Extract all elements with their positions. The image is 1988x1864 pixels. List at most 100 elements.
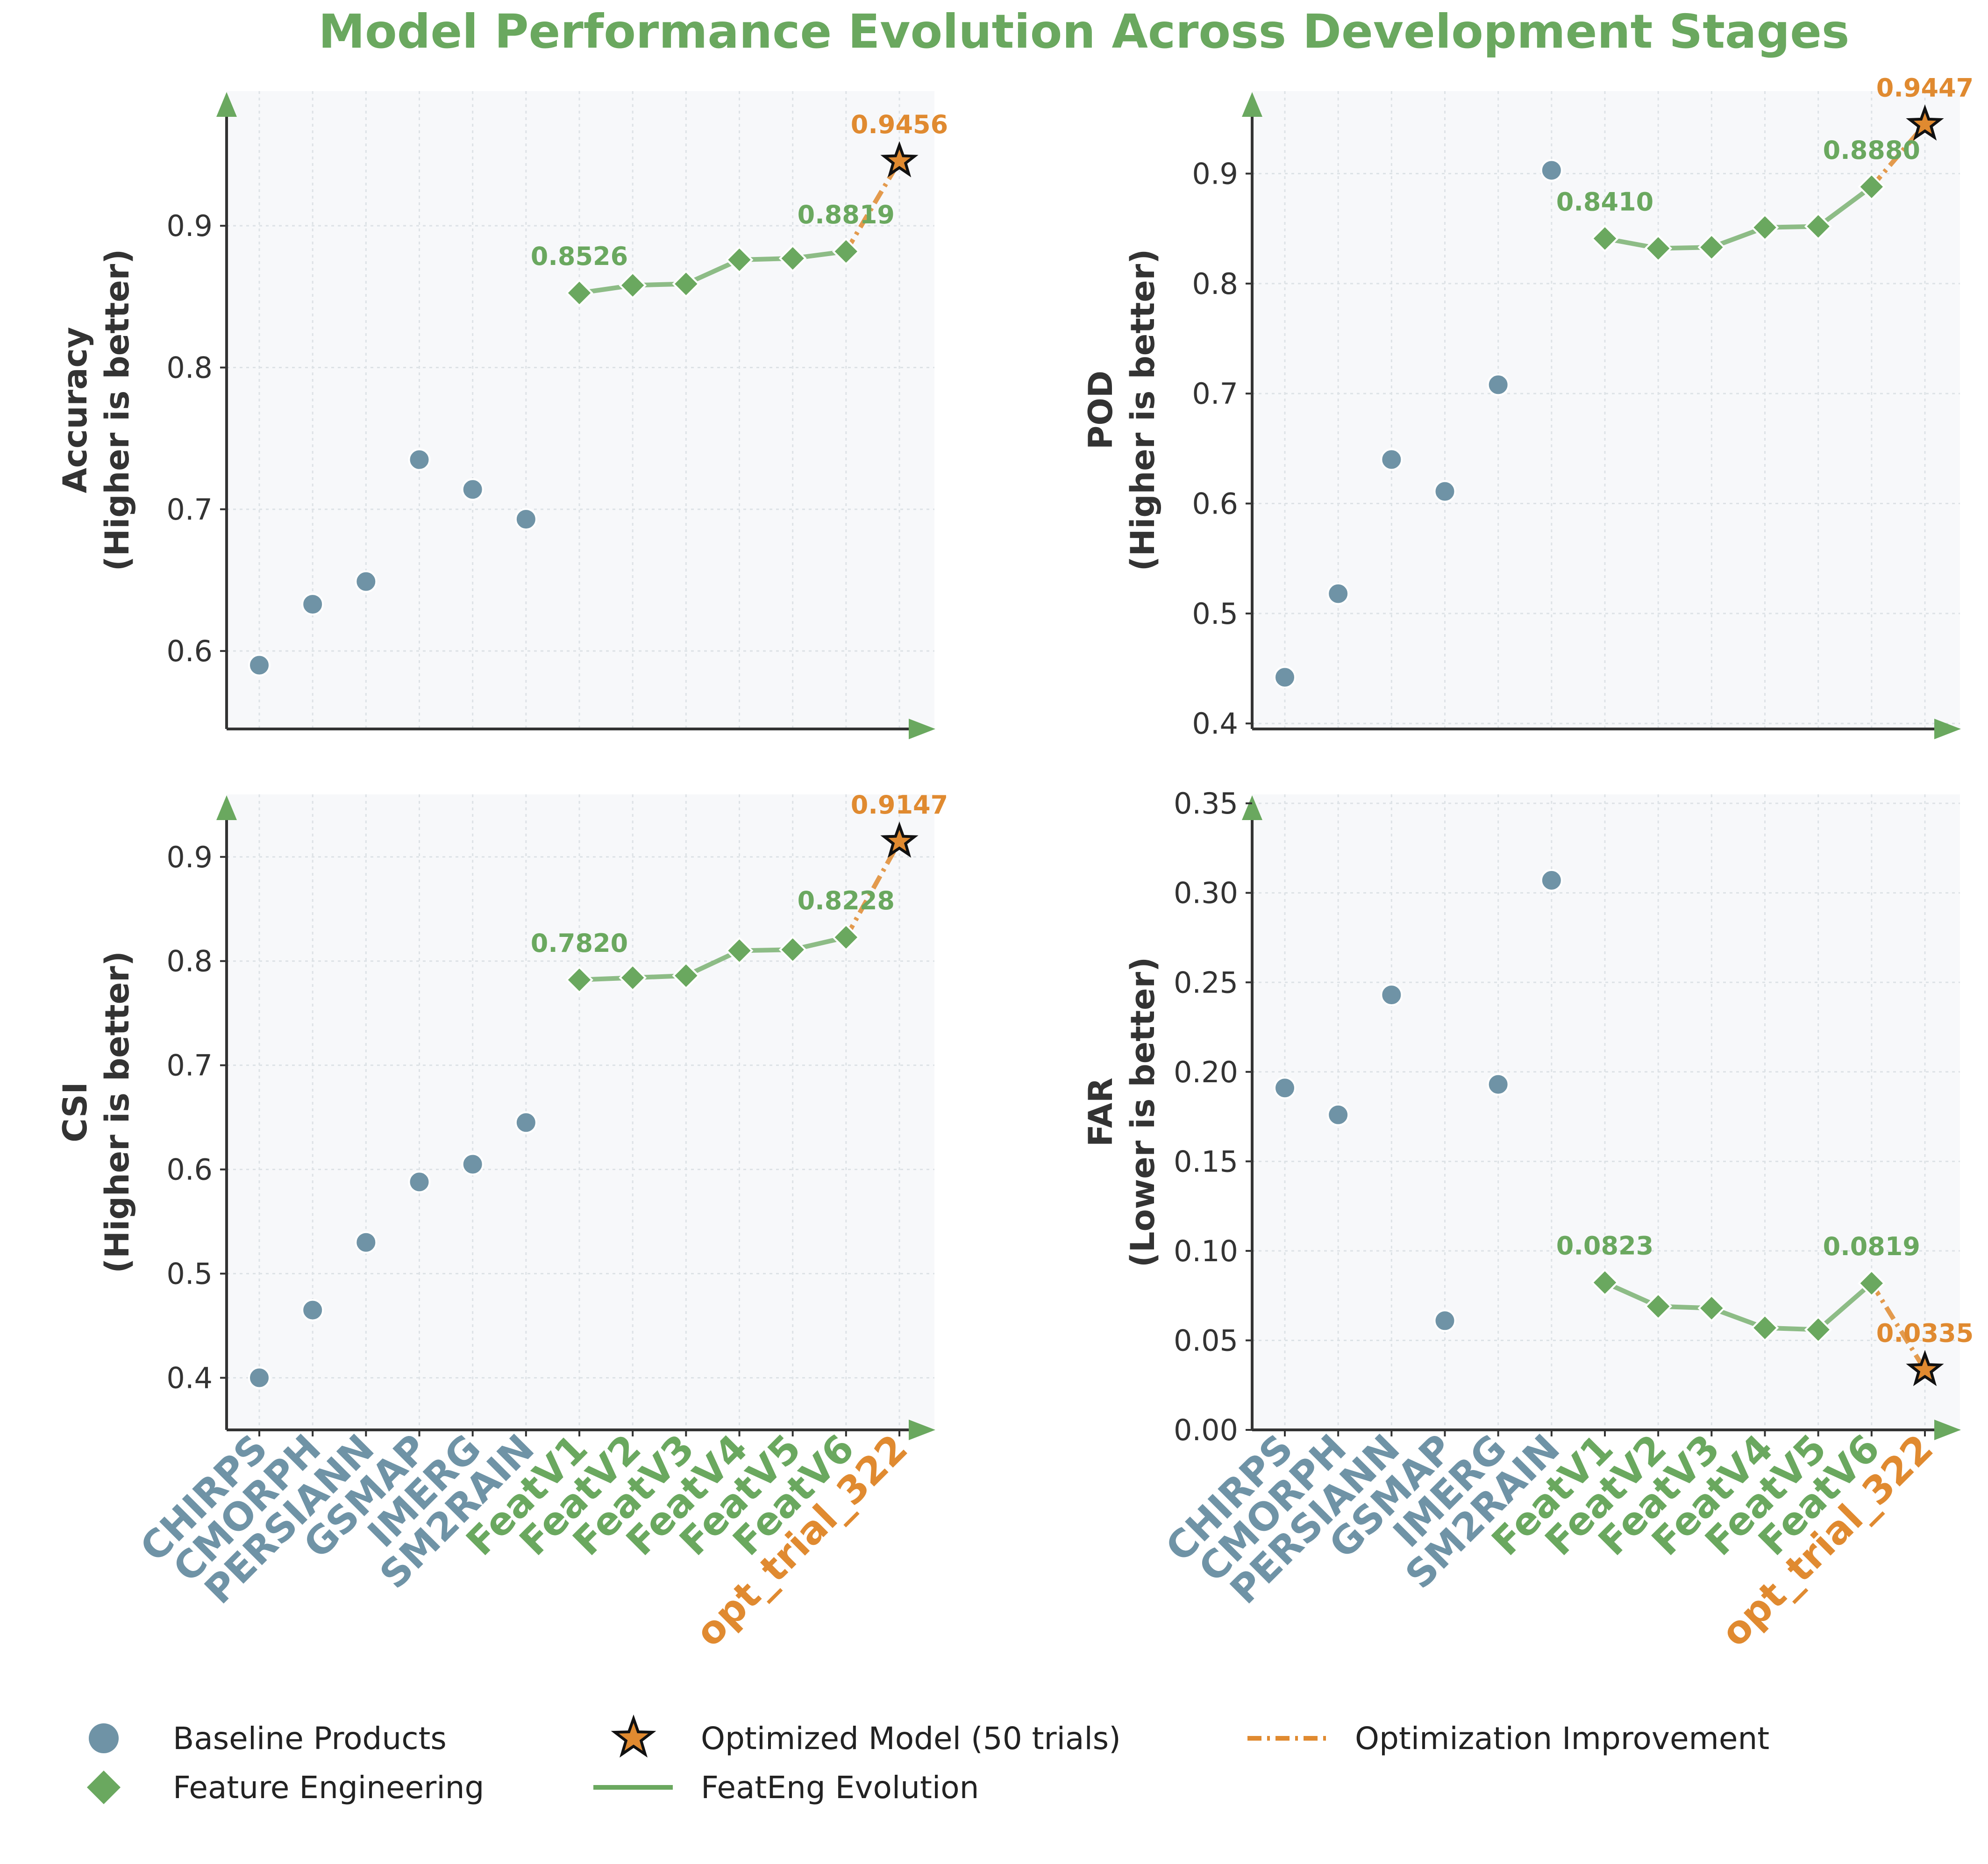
baseline-point-CHIRPS xyxy=(1274,1077,1296,1100)
baseline-point-GSMAP xyxy=(1433,1309,1456,1332)
baseline-point-CMORPH xyxy=(301,593,324,616)
optimized-point-opt_trial_322 xyxy=(880,141,919,178)
plot-area xyxy=(227,91,934,729)
annotation-FeatV6: 0.8819 xyxy=(798,200,895,229)
baseline-point-SM2RAIN xyxy=(514,508,537,531)
annotation-opt_trial_322: 0.9447 xyxy=(1876,73,1974,102)
optimization-improvement-line xyxy=(1869,1282,1927,1371)
legend-optimized-marker xyxy=(611,1714,656,1758)
annotation-FeatV1: 0.8410 xyxy=(1556,187,1653,216)
baseline-point-CHIRPS xyxy=(1274,666,1296,689)
feature-point-FeatV2 xyxy=(619,964,647,992)
x-axis-arrow xyxy=(1934,1420,1961,1440)
plot-area xyxy=(1252,794,1960,1430)
feature-point-FeatV1 xyxy=(565,279,593,307)
feature-point-FeatV6 xyxy=(1858,172,1886,201)
feature-point-FeatV2 xyxy=(1644,1292,1672,1321)
baseline-point-IMERG xyxy=(461,478,484,501)
chart-panel-4: 0.00 0.05 0.10 0.15 0.20 0.25 0.30 0.35 FAR (Lowe… xyxy=(1082,786,1974,1655)
y-tick-label: 0.30 xyxy=(1174,876,1238,910)
x-axis-arrow xyxy=(1934,719,1961,739)
feature-point-FeatV6 xyxy=(1858,1269,1886,1298)
optimization-improvement-line xyxy=(844,160,902,253)
optimized-point-opt_trial_322 xyxy=(1906,1350,1944,1386)
y-tick-label: 0.5 xyxy=(166,1257,213,1291)
annotation-opt_trial_322: 0.9456 xyxy=(851,110,948,139)
baseline-point-SM2RAIN xyxy=(514,1111,537,1134)
y-axis-label: Accuracy (Higher is better) xyxy=(56,249,136,571)
baseline-point-CHIRPS xyxy=(248,654,271,677)
baseline-point-SM2RAIN xyxy=(1540,159,1563,182)
y-axis-label: FAR (Lower is better) xyxy=(1082,957,1162,1267)
y-tick-label: 0.7 xyxy=(1192,377,1238,411)
baseline-point-IMERG xyxy=(1487,1073,1510,1096)
chart-panel-2: 0.4 0.5 0.6 0.7 0.8 0.9 POD (Higher is better) 0… xyxy=(1082,73,1974,741)
feature-point-FeatV3 xyxy=(672,270,700,298)
feature-point-FeatV3 xyxy=(1697,1294,1726,1322)
gridlines xyxy=(227,794,934,1430)
feature-point-FeatV2 xyxy=(1644,234,1672,263)
baseline-point-CHIRPS xyxy=(248,1366,271,1389)
feature-point-FeatV6 xyxy=(832,923,860,951)
annotation-FeatV6: 0.0819 xyxy=(1823,1232,1920,1261)
baseline-point-PERSIANN xyxy=(1380,984,1403,1007)
legend-baseline-label: Baseline Products xyxy=(173,1721,447,1757)
y-tick-label: 0.5 xyxy=(1192,597,1238,631)
plot-area xyxy=(1252,91,1960,729)
annotation-opt_trial_322: 0.0335 xyxy=(1876,1319,1974,1348)
y-tick-label: 0.8 xyxy=(166,944,213,978)
feature-point-FeatV5 xyxy=(1804,212,1832,241)
legend-feature-label: Feature Engineering xyxy=(173,1770,484,1806)
feature-point-FeatV1 xyxy=(565,966,593,994)
x-axis-arrow xyxy=(909,719,935,739)
y-tick-label: 0.6 xyxy=(1192,487,1238,521)
baseline-point-GSMAP xyxy=(408,448,431,471)
feature-point-FeatV4 xyxy=(1751,213,1779,242)
optimized-point-opt_trial_322 xyxy=(1906,104,1944,141)
gridlines xyxy=(227,91,934,729)
annotation-FeatV1: 0.7820 xyxy=(531,928,628,958)
feature-point-FeatV4 xyxy=(1751,1314,1779,1342)
annotation-FeatV1: 0.0823 xyxy=(1556,1231,1653,1261)
annotation-FeatV1: 0.8526 xyxy=(531,242,628,271)
baseline-point-GSMAP xyxy=(408,1171,431,1193)
y-tick-label: 0.00 xyxy=(1174,1413,1238,1447)
feature-point-FeatV3 xyxy=(672,962,700,990)
y-tick-label: 0.9 xyxy=(1192,157,1238,191)
feature-point-FeatV3 xyxy=(1697,233,1726,262)
chart-panel-1: 0.6 0.7 0.8 0.9 Accuracy (Higher is better) 0.… xyxy=(56,91,948,739)
y-axis-label: POD (Higher is better) xyxy=(1082,249,1162,571)
baseline-point-CMORPH xyxy=(1327,582,1350,605)
gridlines xyxy=(1252,794,1960,1431)
optimized-point-opt_trial_322 xyxy=(880,821,919,858)
y-tick-label: 0.35 xyxy=(1174,786,1238,821)
y-tick-label: 0.7 xyxy=(166,493,213,527)
y-axis-arrow xyxy=(216,92,237,117)
plot-area xyxy=(227,794,934,1430)
y-tick-label: 0.20 xyxy=(1174,1055,1238,1089)
baseline-point-IMERG xyxy=(1487,373,1510,396)
legend-baseline-marker xyxy=(89,1723,119,1753)
feature-point-FeatV1 xyxy=(1591,1268,1619,1297)
annotation-FeatV6: 0.8880 xyxy=(1823,136,1920,165)
legend-evolution-label: FeatEng Evolution xyxy=(701,1770,979,1806)
baseline-point-PERSIANN xyxy=(355,570,378,593)
feature-point-FeatV2 xyxy=(619,271,647,300)
y-tick-label: 0.05 xyxy=(1174,1323,1238,1357)
feature-point-FeatV5 xyxy=(778,244,807,272)
feature-point-FeatV6 xyxy=(832,237,860,265)
legend-improvement-label: Optimization Improvement xyxy=(1355,1721,1769,1757)
baseline-point-PERSIANN xyxy=(1380,448,1403,471)
chart-panels: 0.6 0.7 0.8 0.9 Accuracy (Higher is better) 0.… xyxy=(56,73,1974,1655)
baseline-point-PERSIANN xyxy=(355,1231,378,1254)
y-tick-label: 0.10 xyxy=(1174,1234,1238,1268)
y-tick-label: 0.4 xyxy=(1192,707,1238,741)
feature-point-FeatV1 xyxy=(1591,224,1619,253)
y-tick-label: 0.9 xyxy=(166,209,213,243)
figure-title: Model Performance Evolution Across Devel… xyxy=(319,4,1850,59)
chart-panel-3: 0.4 0.5 0.6 0.7 0.8 0.9 CSI (Higher is better) 0… xyxy=(56,790,948,1655)
annotation-FeatV6: 0.8228 xyxy=(798,886,895,915)
baseline-point-CMORPH xyxy=(301,1299,324,1321)
y-tick-label: 0.15 xyxy=(1174,1144,1238,1178)
baseline-point-SM2RAIN xyxy=(1540,869,1563,892)
